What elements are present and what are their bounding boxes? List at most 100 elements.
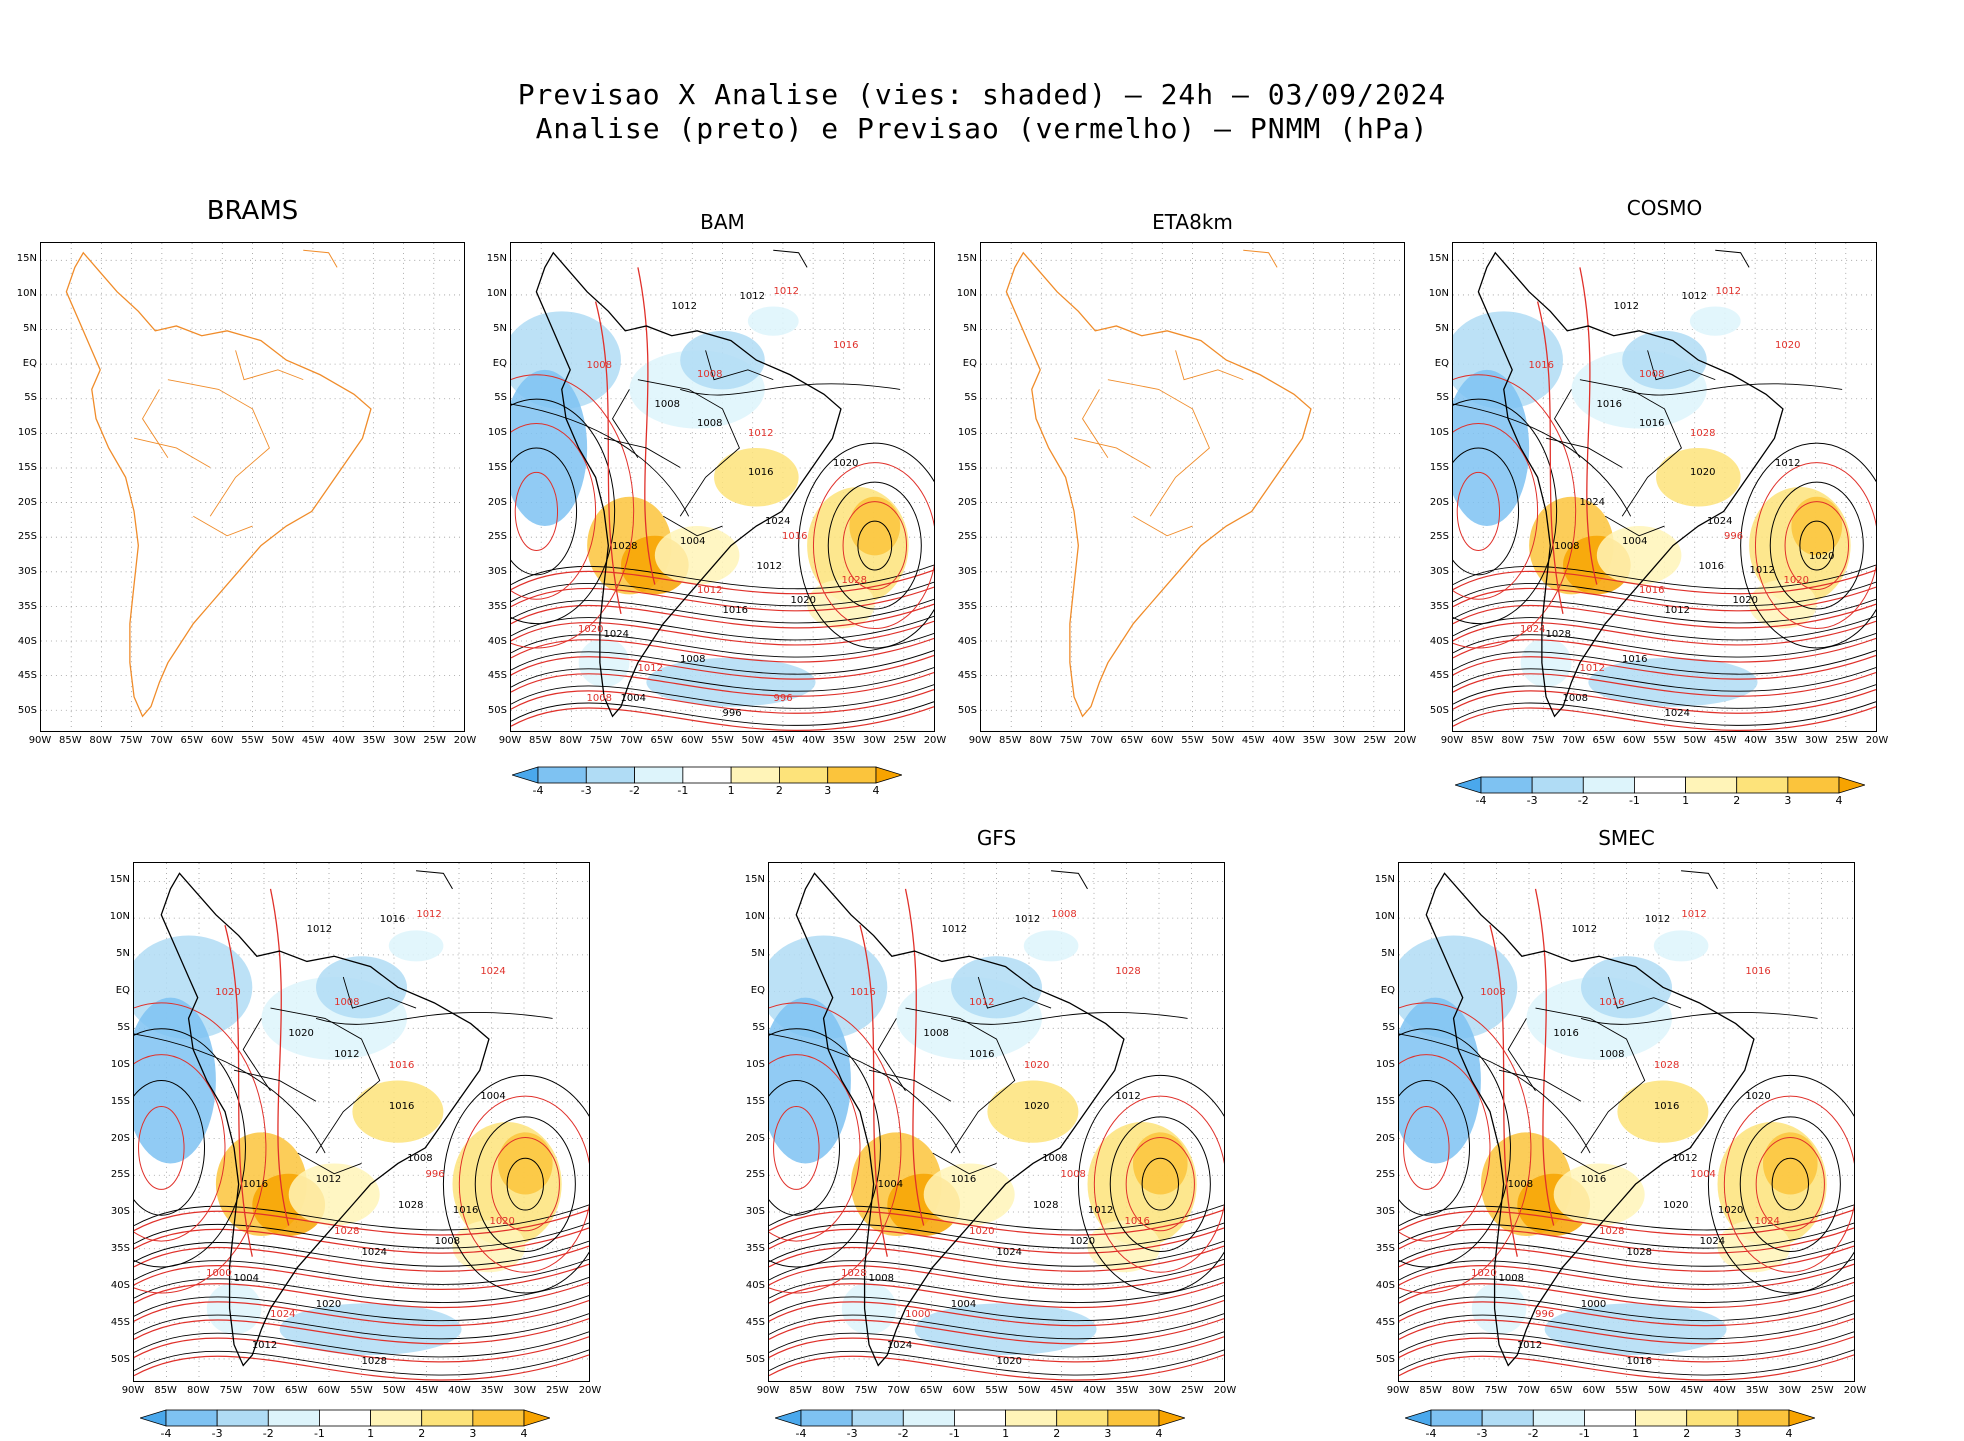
lat-tick-label: 40S [110,1280,130,1292]
isobar-label-analysis: 1008 [923,1028,949,1040]
colorbar-label: -3 [211,1427,223,1440]
isobar-analysis [134,1295,589,1322]
lat-tick-label: 20S [1375,1132,1395,1144]
isobar-forecast [134,1263,589,1290]
lat-tick-label: 15N [1428,253,1449,265]
lat-tick-label: 15N [109,874,130,886]
isobar-label-forecast: 1012 [1681,908,1707,920]
isobar-label-analysis: 1016 [452,1205,479,1217]
isobar-label-analysis: 1012 [251,1340,278,1352]
lon-tick-label: 80W [821,1385,845,1396]
isobar-label-analysis: 1024 [1707,516,1733,528]
isobar-label-forecast: 1012 [969,997,995,1009]
isobar-label-analysis: 1008 [1507,1179,1534,1191]
isobar-label-analysis: 1016 [1580,1174,1607,1185]
colorbar-label: 2 [1683,1427,1691,1440]
isobar-analysis [134,1240,589,1267]
isobar-label-analysis: 1016 [969,1049,995,1061]
isobar-analysis [1453,701,1876,726]
coastline [535,251,842,718]
lon-tick-label: 45W [1050,1385,1074,1396]
lon-tick-label: 45W [1241,735,1265,746]
isobar-analysis [511,581,934,607]
bias-shading [1520,638,1572,688]
bias-shading [951,956,1042,1019]
lon-tick-label: 60W [952,1385,976,1396]
lat-tick-label: 20S [487,496,507,508]
lon-tick-label: 70W [252,1385,275,1396]
isobar-label-analysis: 1008 [1498,1272,1524,1284]
isobar-label-analysis: 1024 [996,1246,1022,1258]
isobar-analysis [769,1349,1224,1376]
lat-tick-label: 10S [957,427,977,439]
lon-tick-label: 65W [1549,1385,1573,1396]
isobar-label-forecast: 1000 [905,1309,931,1321]
lon-tick-label: 25W [423,735,446,746]
lon-tick-label: 75W [589,735,613,746]
lat-tick-label: 5N [1381,948,1395,960]
colorbar-label: -2 [1577,794,1589,807]
isobar-forecast [134,1336,589,1363]
isobar-label-forecast: 1012 [416,908,442,920]
figure-title-line2: Analise (preto) e Previsao (vermelho) — … [535,112,1429,145]
lat-tick-label: 25S [957,531,977,543]
isobar-forecast [1399,1299,1854,1327]
lon-tick-label: 80W [1451,1385,1475,1396]
bias-shading [849,496,901,556]
isobar-label-forecast: 1024 [1520,624,1546,636]
lat-tick-label: EQ [750,985,765,997]
isobar-label-analysis: 1008 [434,1236,461,1248]
country-border [705,350,774,381]
isobar-label-analysis: 1012 [315,1174,342,1185]
colorbar-label: -3 [1526,794,1538,807]
lon-tick-label: 65W [1592,735,1616,746]
bias-shading [914,1303,1097,1356]
lat-tick-label: 45S [17,670,37,682]
lon-tick-label: 60W [1582,1385,1606,1396]
lat-tick-label: 30S [487,566,507,578]
lon-tick-label: 75W [854,1385,878,1396]
isobar-analysis [769,1276,1224,1303]
lat-tick-label: 35S [17,600,37,612]
lon-tick-label: 80W [1501,735,1525,746]
lon-tick-label: 75W [119,735,143,746]
lon-tick-label: 90W [756,1385,780,1396]
lat-tick-label: 10N [16,288,37,300]
map-frame [510,242,935,732]
isobar-label-forecast: 1028 [1115,966,1141,977]
lon-tick-label: 70W [887,1385,910,1396]
map-canvas [1399,863,1854,1381]
isobar-label-analysis: 1004 [620,692,646,704]
lat-tick-label: 5N [963,322,977,334]
colorbar-label: -4 [795,1427,807,1440]
bias-shading [1588,657,1758,707]
isobar-label-analysis: 1000 [1580,1298,1607,1310]
lat-tick-label: 40S [17,635,37,647]
isobar-label-analysis: 1024 [361,1246,387,1258]
lat-tick-label: 5N [493,322,507,334]
bias-shading [1544,1303,1727,1356]
isobar-label-analysis: 1016 [1553,1028,1579,1040]
lat-tick-label: 15N [744,874,765,886]
lon-tick-label: 50W [741,735,765,746]
country-border [1081,389,1109,458]
isobar-label-analysis: 1008 [1554,540,1580,552]
isobar-label-analysis: 1020 [833,457,859,469]
lon-tick-label: 70W [150,735,173,746]
isobar-label-analysis: 1020 [1690,467,1716,479]
colorbar-label: 4 [520,1427,528,1440]
isobar-label-analysis: 1012 [1672,1153,1698,1165]
isobar-label-analysis: 1012 [1115,1090,1141,1102]
lat-tick-label: 5N [751,948,765,960]
lat-tick-label: 40S [1429,635,1449,647]
map-canvas [511,243,934,731]
lon-tick-label: 90W [498,735,522,746]
map-canvas [981,243,1404,731]
lon-tick-label: 35W [362,735,386,746]
isobar-label-analysis: 1020 [1745,1090,1771,1102]
lat-tick-label: EQ [492,357,507,369]
lat-tick-label: 10S [487,427,507,439]
colorbar: -4 -3 -2 -1 1 2 3 4 [1405,1409,1815,1441]
isobar-label-forecast: 1008 [586,359,612,371]
lat-tick-label: 45S [1429,670,1449,682]
